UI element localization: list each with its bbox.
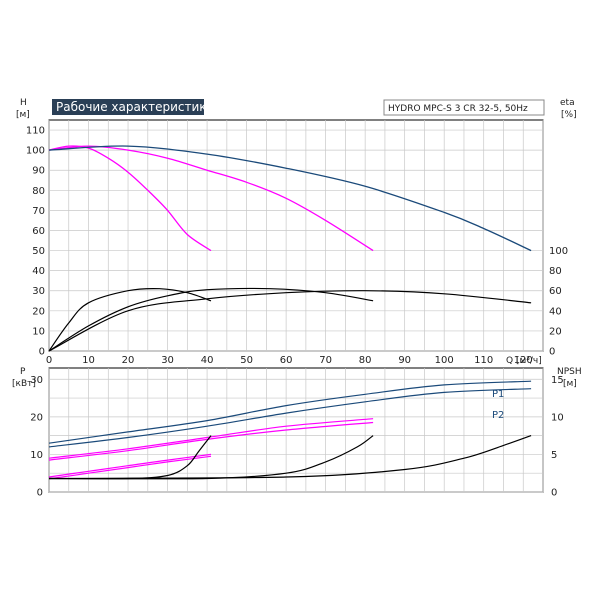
x-tick-label: 70: [319, 355, 332, 366]
p-axis-label: P: [20, 367, 26, 377]
h-tick-label: 90: [32, 166, 45, 177]
h-tick-label: 70: [32, 206, 45, 217]
x-tick-label: 110: [474, 355, 493, 366]
chart-title: Рабочие характеристики: [56, 100, 214, 114]
pump-model: HYDRO MPC-S 3 CR 32-5, 50Hz: [388, 104, 528, 114]
h-curve-3: [48, 145, 532, 252]
h-curve-2: [48, 145, 374, 252]
p-axis-unit: [кВт]: [12, 379, 36, 389]
tick-labels: 0 10 20 30 40 50 60 70 80 90 100 110 120010203040506…: [26, 126, 568, 499]
x-tick-label: 120: [514, 355, 533, 366]
h-tick-label: 50: [32, 246, 45, 257]
npsh-curve-3: [48, 435, 532, 480]
h-tick-label: 20: [32, 306, 45, 317]
eta-tick-label: 80: [549, 266, 562, 277]
series-label-p1: P1: [492, 389, 504, 400]
eta-tick-label: 40: [549, 306, 562, 317]
x-tick-label: 10: [82, 355, 95, 366]
npsh-curve-2: [48, 435, 374, 480]
h-tick-label: 60: [32, 226, 45, 237]
h-tick-label: 100: [26, 146, 45, 157]
npsh-axis-label: NPSH: [557, 367, 582, 377]
x-tick-label: 30: [161, 355, 174, 366]
h-tick-label: 30: [32, 286, 45, 297]
h-curve-1: [48, 145, 212, 252]
npsh-tick-label: 0: [551, 488, 557, 499]
top-curves: [48, 145, 532, 352]
h-axis-unit: [м]: [16, 110, 30, 120]
x-tick-label: 40: [201, 355, 214, 366]
eta-curve-3: [48, 290, 532, 352]
eta-tick-label: 0: [549, 347, 555, 358]
h-tick-label: 80: [32, 186, 45, 197]
x-tick-label: 20: [122, 355, 135, 366]
series-label-p2: P2: [492, 410, 504, 421]
x-tick-label: 80: [359, 355, 372, 366]
p-tick-label: 10: [30, 450, 43, 461]
eta-axis-label: eta: [560, 98, 575, 108]
npsh-axis-unit: [м]: [563, 379, 577, 389]
h-tick-label: 40: [32, 266, 45, 277]
p-tick-label: 20: [30, 412, 43, 423]
p-curve-3: [48, 418, 374, 459]
npsh-tick-label: 5: [551, 450, 557, 461]
h-axis-label: H: [20, 98, 27, 108]
eta-tick-label: 20: [549, 326, 562, 337]
x-tick-label: 0: [46, 355, 52, 366]
eta-curve-2: [48, 287, 374, 352]
eta-tick-label: 60: [549, 286, 562, 297]
p-curve-2: [48, 388, 532, 448]
p-tick-label: 0: [37, 488, 43, 499]
h-tick-label: 0: [39, 347, 45, 358]
bottom-curves: [48, 380, 532, 480]
h-tick-label: 10: [32, 326, 45, 337]
bottom-grid: [48, 367, 544, 493]
npsh-tick-label: 10: [551, 412, 564, 423]
x-tick-label: 60: [280, 355, 293, 366]
npsh-tick-label: 15: [551, 375, 564, 386]
pump-label-box: [383, 99, 545, 116]
p-curve-6: [48, 455, 212, 480]
eta-axis-unit: [%]: [561, 110, 577, 120]
p-curve-4: [48, 421, 374, 461]
title-box: [52, 99, 204, 115]
x-axis-label: Q [м³/ч]: [506, 356, 542, 366]
p-curve-5: [48, 453, 212, 478]
top-grid: [48, 119, 544, 352]
eta-tick-label: 100: [549, 246, 568, 257]
x-tick-label: 100: [435, 355, 454, 366]
p-curve-1: [48, 380, 532, 444]
p-tick-label: 30: [30, 375, 43, 386]
h-tick-label: 110: [26, 126, 45, 137]
x-tick-label: 90: [398, 355, 411, 366]
eta-curve-1: [48, 287, 212, 352]
x-tick-label: 50: [240, 355, 253, 366]
top-plot-frame: [48, 119, 544, 352]
